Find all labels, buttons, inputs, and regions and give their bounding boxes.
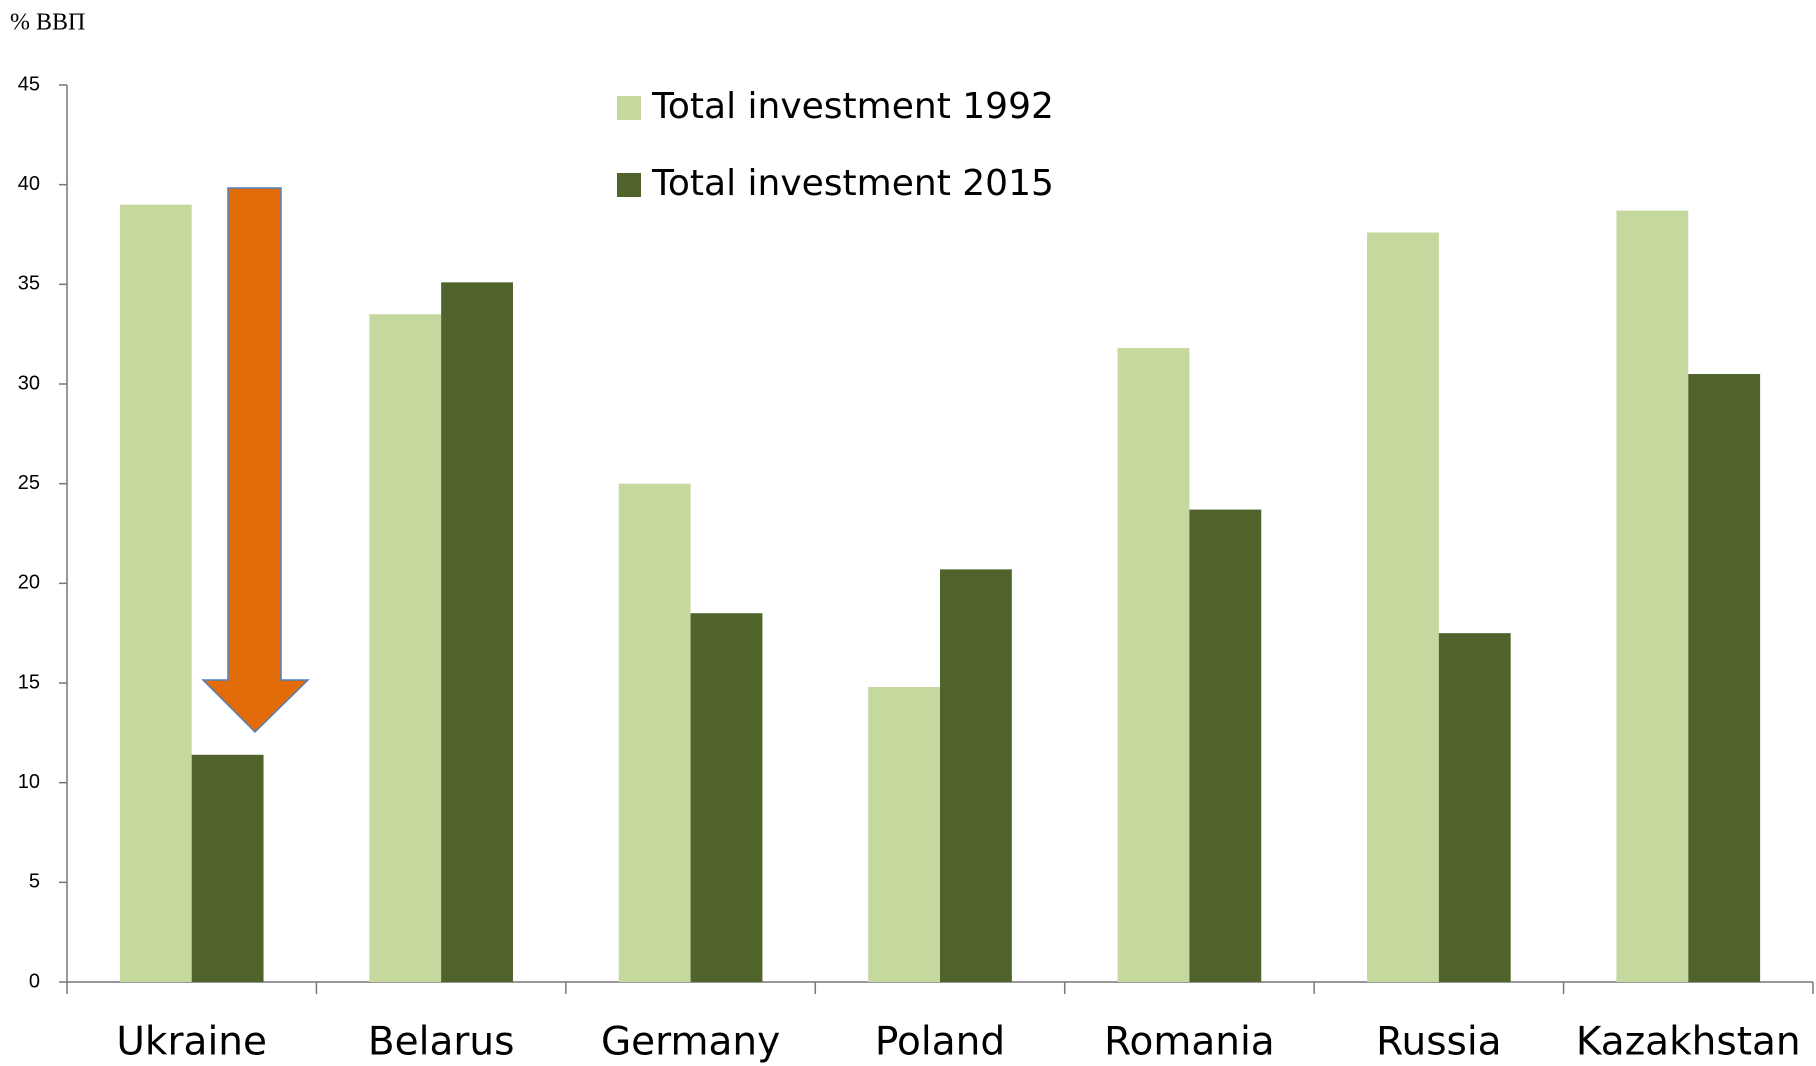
bar (441, 282, 513, 983)
x-tick-label: Belarus (368, 1020, 515, 1065)
bar (618, 483, 691, 982)
x-tick-label: Romania (1104, 1020, 1275, 1065)
y-axis-label: % ВВП (10, 10, 85, 36)
bar (1117, 348, 1190, 982)
x-tick-label: Ukraine (116, 1020, 267, 1065)
legend-label: Total investment 2015 (651, 163, 1054, 204)
y-tick-label: 40 (18, 173, 40, 195)
bar (940, 569, 1012, 982)
y-tick-label: 15 (18, 671, 40, 693)
legend-swatch (617, 173, 641, 197)
bar (1438, 633, 1511, 982)
y-tick-label: 10 (18, 771, 40, 793)
bar (1688, 374, 1761, 982)
y-tick-label: 0 (29, 970, 40, 992)
y-tick-label: 5 (29, 871, 40, 893)
arrow-annotation (201, 187, 310, 734)
y-tick-label: 35 (18, 273, 40, 295)
legend-swatch (617, 96, 641, 120)
x-tick-label: Germany (601, 1020, 780, 1065)
x-tick-label: Kazakhstan (1576, 1020, 1801, 1065)
plot: 0 5 10 15 20 25 30 35 40 45 Ukraine Belarus Germany P… (18, 73, 1814, 1065)
legend-label: Total investment 1992 (651, 86, 1054, 127)
bar (119, 204, 192, 983)
y-tick-label: 45 (18, 73, 40, 95)
bar (369, 314, 442, 982)
x-tick-label: Poland (875, 1020, 1005, 1065)
bar (868, 686, 940, 982)
bar (1616, 210, 1689, 982)
bar (1189, 509, 1262, 982)
y-tick-label: 20 (18, 572, 40, 594)
x-tick-label: Russia (1376, 1020, 1501, 1065)
bar (1367, 232, 1439, 983)
y-tick-label: 25 (18, 472, 40, 494)
bar (191, 754, 264, 982)
bar (690, 613, 763, 982)
y-tick-label: 30 (18, 372, 40, 394)
